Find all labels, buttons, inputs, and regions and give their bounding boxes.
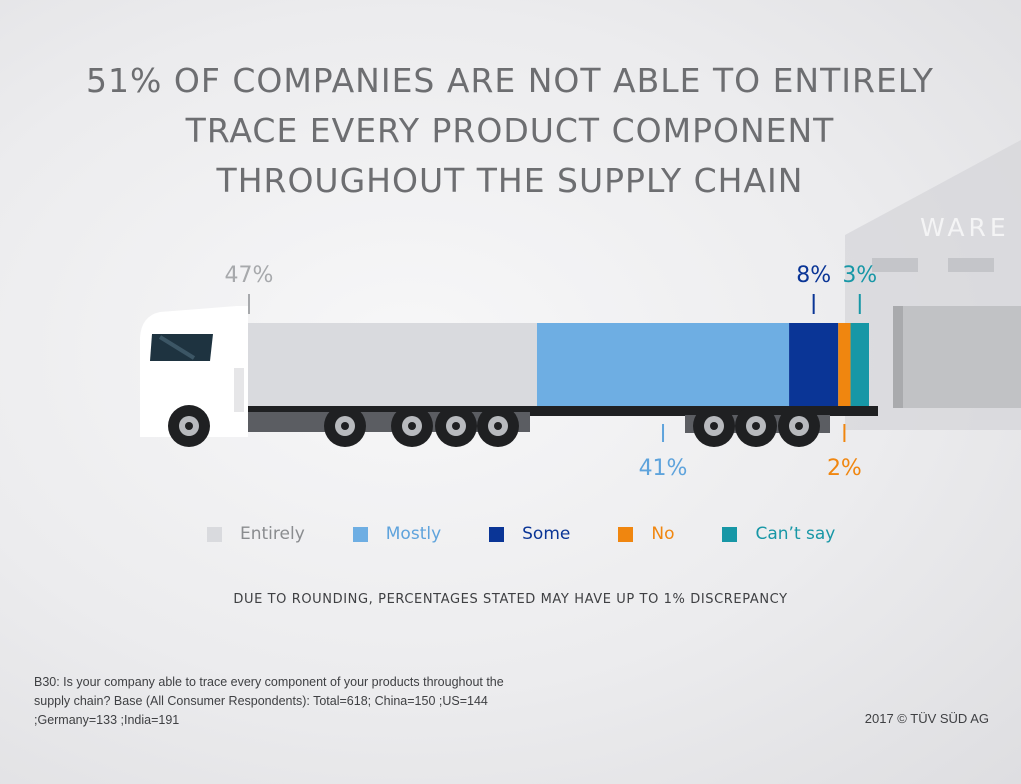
legend: Entirely Mostly Some No Can’t say: [207, 524, 883, 544]
legend-item-some: Some: [489, 524, 570, 544]
legend-swatch-mostly: [352, 526, 368, 542]
bar-segment-some: [789, 323, 839, 406]
legend-swatch-cant-say: [722, 526, 738, 542]
chart-title: 51% OF COMPANIES ARE NOT ABLE TO ENTIREL…: [86, 61, 934, 200]
legend-item-cant-say: Can’t say: [722, 524, 835, 544]
legend-label-mostly: Mostly: [385, 524, 442, 544]
legend-label-no: No: [651, 524, 675, 544]
warehouse-sign: WARE: [920, 213, 1010, 242]
value-label-entirely: 47%: [225, 263, 274, 288]
survey-footnote: B30: Is your company able to trace every…: [34, 675, 504, 727]
value-label-can-t-say: 3%: [842, 263, 877, 288]
legend-swatch-some: [489, 526, 505, 542]
legend-label-entirely: Entirely: [240, 524, 305, 544]
wheel: [778, 405, 820, 447]
stacked-bar-segments: [248, 323, 869, 406]
wheel: [477, 405, 519, 447]
legend-item-entirely: Entirely: [207, 524, 305, 544]
wheel: [435, 405, 477, 447]
legend-item-mostly: Mostly: [352, 524, 442, 544]
truck-wheels: [168, 405, 820, 447]
legend-item-no: No: [618, 524, 674, 544]
value-labels: 47% 41% 8% 2% 3%: [225, 263, 878, 481]
label-ticks: [248, 294, 861, 442]
wheel: [693, 405, 735, 447]
rounding-note: DUE TO ROUNDING, PERCENTAGES STATED MAY …: [233, 592, 788, 607]
warehouse-illustration: WARE: [845, 140, 1021, 430]
legend-swatch-no: [618, 526, 634, 542]
wheel: [324, 405, 366, 447]
legend-label-cant-say: Can’t say: [755, 524, 836, 544]
value-label-mostly: 41%: [639, 456, 688, 481]
wheel: [168, 405, 210, 447]
legend-swatch-entirely: [207, 526, 222, 542]
bar-segment-mostly: [536, 323, 790, 406]
wheel: [391, 405, 433, 447]
bar-segment-no: [838, 323, 851, 406]
copyright: 2017 © TÜV SÜD AG: [864, 711, 989, 726]
bar-segment-entirely: [248, 323, 537, 406]
legend-label-some: Some: [522, 524, 571, 544]
value-label-some: 8%: [796, 263, 831, 288]
value-label-no: 2%: [827, 456, 862, 481]
wheel: [735, 405, 777, 447]
bar-segment-can-t-say: [850, 323, 869, 406]
